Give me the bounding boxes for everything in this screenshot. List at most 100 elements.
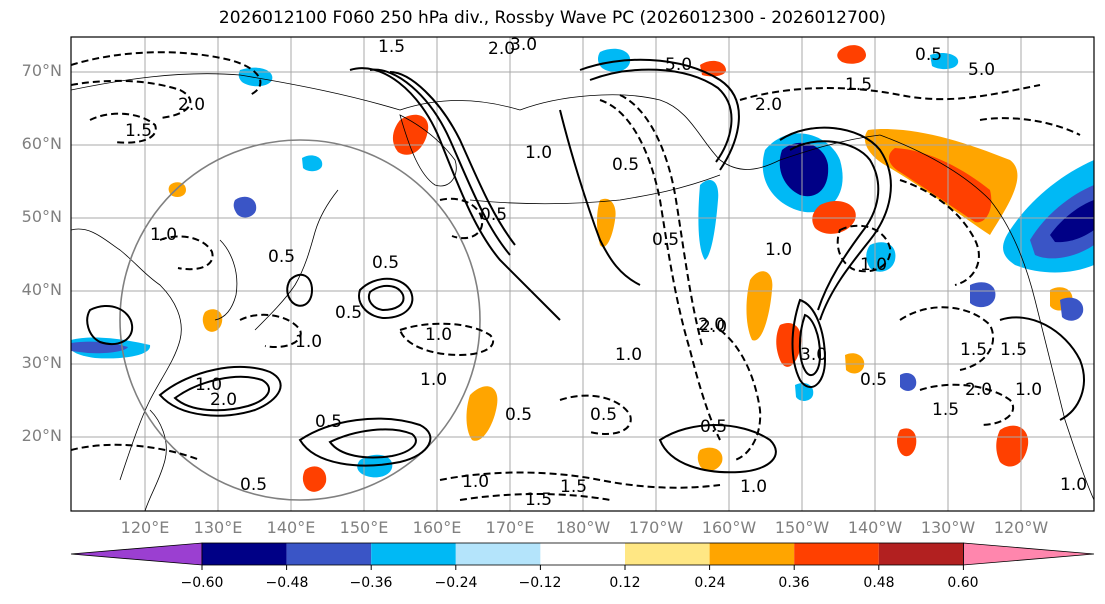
shade-positive-9 (697, 447, 723, 471)
shade-positive-band-core (888, 148, 992, 223)
contour-label: 0.5 (505, 405, 532, 425)
colorbar-segment (371, 543, 456, 565)
contour-label: 0.5 (590, 405, 617, 425)
shade-positive-7 (996, 425, 1029, 467)
lat-tick-label: 70°N (21, 61, 62, 80)
shade-negative-10 (900, 373, 917, 391)
contour-label: 1.5 (932, 400, 959, 420)
contour-label: 1.5 (1000, 340, 1027, 360)
lon-tick-label: 160°W (701, 518, 757, 537)
contour-label: 1.0 (615, 345, 642, 365)
colorbar-ticks (201, 565, 964, 570)
lon-tick-label: 150°E (339, 518, 389, 537)
lon-tick-label: 180°W (555, 518, 611, 537)
colorbar-segment (794, 543, 879, 565)
colorbar-tick-label: −0.12 (518, 575, 562, 591)
contour-label: 3.0 (510, 35, 537, 55)
contours-dashed (71, 51, 1081, 501)
lat-tick-label: 50°N (21, 207, 62, 226)
shade-negative-7 (698, 180, 719, 260)
lon-tick-label: 140°W (847, 518, 903, 537)
coast-philippines (144, 409, 167, 511)
contour-label: 1.5 (960, 340, 987, 360)
contour-label: 0.5 (700, 417, 727, 437)
contour-labels: 1.5 2.0 3.0 2.0 1.5 5.0 2.0 1.5 5.0 1.0 … (125, 35, 1087, 510)
colorbar-segment (709, 543, 795, 565)
shade-positive-14 (202, 309, 223, 332)
shade-negative-13 (930, 52, 959, 70)
contour-solid-6 (559, 109, 641, 286)
rossby-wave-circle (119, 139, 481, 501)
contour-dashed-5 (619, 94, 703, 346)
contour-label: 1.0 (1060, 475, 1087, 495)
shade-negative-12 (1060, 297, 1084, 321)
colorbar-segment (286, 543, 372, 565)
divergence-shading (71, 45, 1094, 492)
contour-label: 1.5 (525, 490, 552, 510)
contour-solid-18 (999, 316, 1085, 421)
colorbar-tick-label: 0.12 (609, 575, 641, 591)
coast-siberia (71, 73, 521, 111)
contour-dashed-13 (459, 493, 611, 501)
shade-negative-9 (970, 282, 996, 308)
contour-label: 0.5 (860, 370, 887, 390)
contour-label: 0.5 (612, 155, 639, 175)
contour-label: 2.0 (210, 390, 237, 410)
contour-label: 1.0 (420, 370, 447, 390)
contour-label: 0.5 (240, 475, 267, 495)
contour-label: 0.5 (315, 412, 342, 432)
colorbar-frame (201, 542, 964, 566)
contour-dashed-8 (836, 224, 892, 273)
contour-label: 0.5 (335, 303, 362, 323)
contour-solid-20 (658, 424, 777, 474)
contour-dashed-19 (979, 117, 1081, 136)
contour-label: 1.0 (195, 375, 222, 395)
colorbar-tick-label: −0.48 (265, 575, 309, 591)
contour-label: 3.0 (800, 345, 827, 365)
contour-label: 1.5 (378, 37, 405, 57)
coast-namerica-west (879, 134, 1094, 501)
colorbar-tick-label: −0.60 (180, 575, 224, 591)
contour-dashed-10 (239, 313, 302, 348)
contour-label: 1.0 (765, 240, 792, 260)
contour-solid-13 (286, 273, 314, 307)
coastlines (71, 73, 1094, 511)
colorbar-tick-label: 0.36 (778, 575, 810, 591)
contour-solid-16 (298, 417, 432, 467)
lat-tick-label: 20°N (21, 426, 62, 445)
lat-tick-label: 60°N (21, 134, 62, 153)
contour-label: 5.0 (968, 60, 995, 80)
lon-tick-label: 120°E (120, 518, 170, 537)
contour-dashed-11 (71, 443, 201, 461)
shade-negative-11 (302, 155, 323, 172)
contour-label: 5.0 (665, 55, 692, 75)
colorbar-segment (540, 543, 625, 565)
lon-tick-label: 150°W (774, 518, 830, 537)
contour-solid-11 (358, 277, 414, 320)
contour-label: 1.5 (125, 121, 152, 141)
contour-label: 1.5 (560, 477, 587, 497)
contour-solid-19 (86, 305, 134, 345)
colorbar-segment (202, 543, 287, 565)
colorbar-tick-label: 0.24 (694, 575, 726, 591)
shade-positive-4 (776, 322, 802, 367)
contour-solid-15 (173, 375, 270, 412)
contour-dashed-14 (899, 306, 995, 371)
shade-positive-2 (812, 200, 856, 234)
shade-positive-10 (837, 45, 866, 64)
contour-solid-2 (369, 68, 511, 256)
map-frame (70, 36, 1095, 512)
contour-label: 0.5 (268, 247, 295, 267)
shade-positive-6 (302, 466, 327, 492)
lon-tick-label: 120°W (993, 518, 1049, 537)
lon-tick-label: 160°E (412, 518, 462, 537)
contour-solid-9 (791, 298, 827, 388)
contour-label: 1.0 (150, 225, 177, 245)
contour-solid-7 (779, 126, 892, 321)
contour-label: 1.5 (845, 75, 872, 95)
contour-dashed-18 (439, 197, 484, 240)
contour-label: 1.0 (740, 477, 767, 497)
contour-dashed-4 (599, 99, 721, 441)
contour-dashed-16 (559, 394, 632, 435)
coast-japan (254, 189, 339, 331)
